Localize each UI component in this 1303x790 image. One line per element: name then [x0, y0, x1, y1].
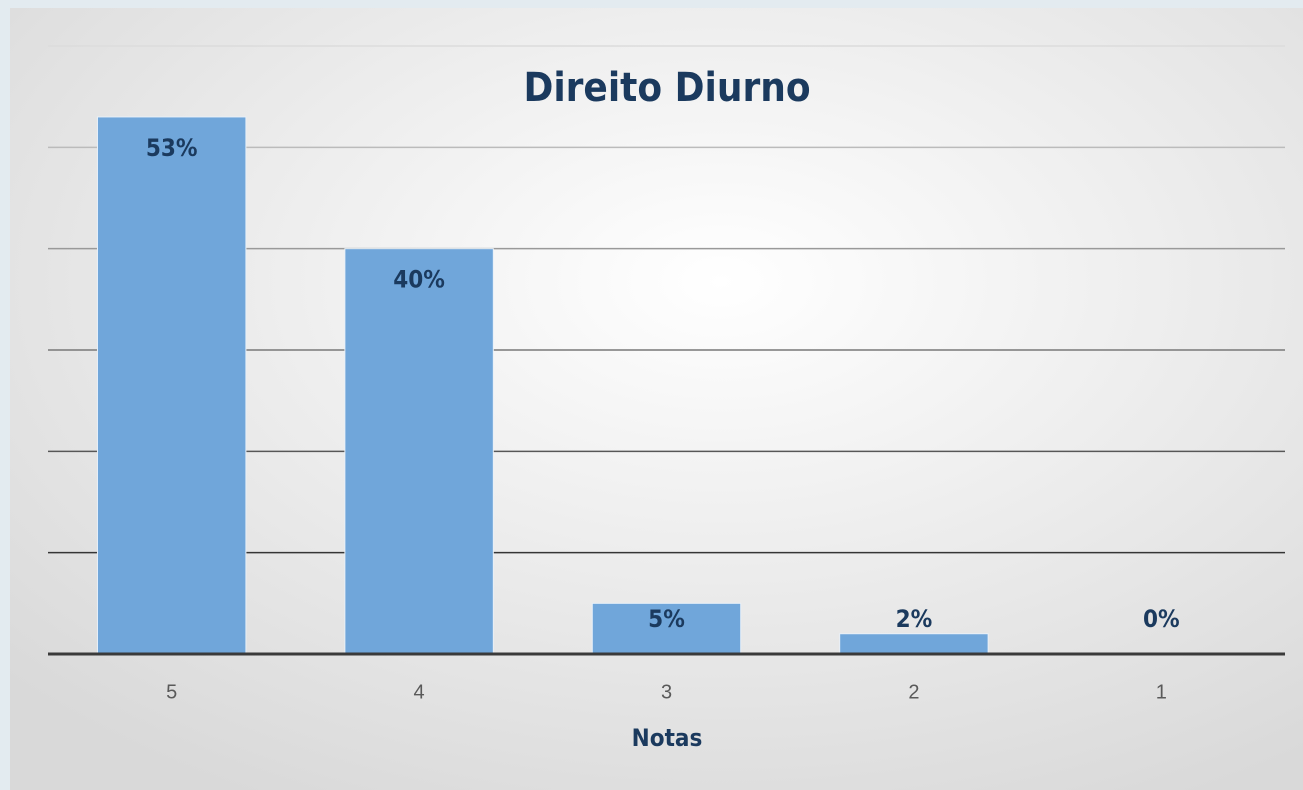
bar	[839, 633, 989, 655]
x-tick-label: 2	[908, 681, 919, 703]
data-label: 0%	[1143, 605, 1180, 633]
x-tick-label: 1	[1156, 681, 1167, 703]
x-tick-label: 3	[661, 681, 672, 703]
bar	[96, 116, 247, 655]
x-axis-title: Notas	[632, 724, 703, 752]
bar	[591, 602, 742, 655]
data-label: 40%	[393, 266, 445, 294]
chart-title: Direito Diurno	[523, 65, 810, 111]
data-label: 5%	[648, 605, 685, 633]
x-tick-label: 4	[414, 681, 425, 703]
x-tick-label: 5	[166, 681, 177, 703]
bar	[344, 248, 494, 655]
data-label: 53%	[146, 134, 198, 162]
data-label: 2%	[896, 605, 933, 633]
